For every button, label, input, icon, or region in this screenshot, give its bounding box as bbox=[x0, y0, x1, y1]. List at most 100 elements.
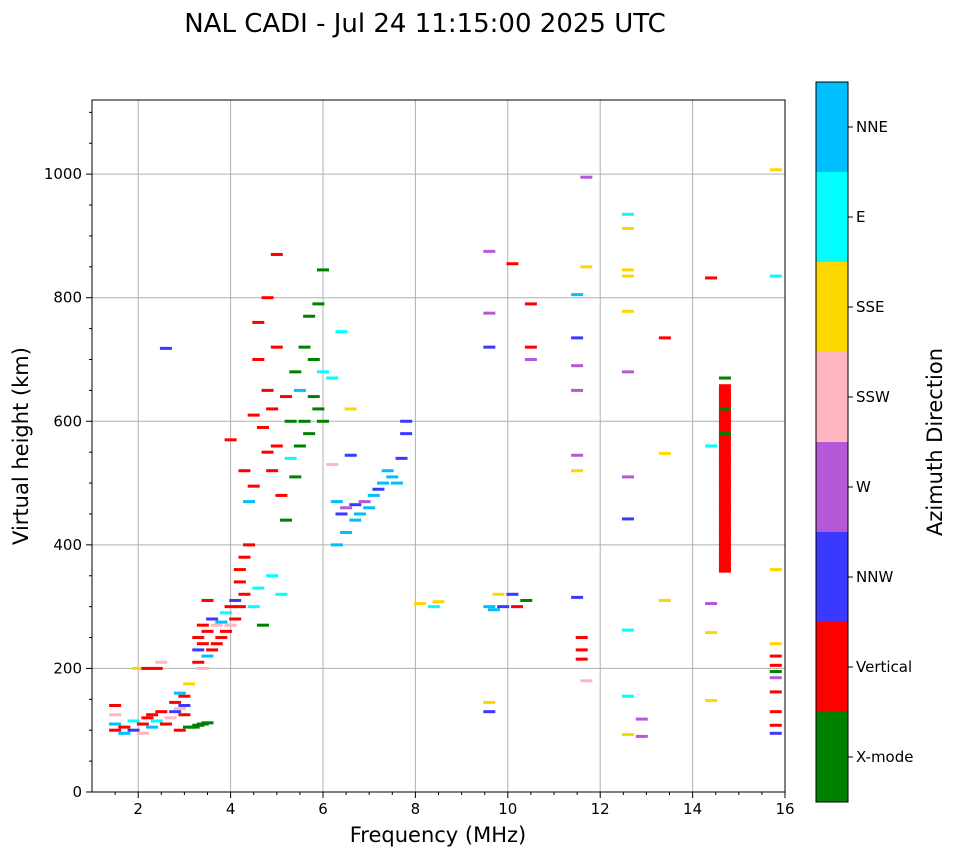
data-point bbox=[150, 666, 163, 670]
data-point bbox=[224, 605, 237, 609]
data-point bbox=[183, 682, 196, 686]
data-point bbox=[159, 346, 172, 350]
data-point bbox=[210, 642, 223, 646]
data-point bbox=[127, 719, 140, 723]
data-point bbox=[261, 450, 274, 454]
y-axis-label: Virtual height (km) bbox=[9, 347, 33, 545]
data-point bbox=[233, 580, 246, 584]
data-point bbox=[252, 586, 265, 590]
data-point bbox=[155, 710, 168, 714]
data-point bbox=[173, 691, 186, 695]
data-point bbox=[109, 713, 122, 717]
x-tick-label: 14 bbox=[683, 800, 702, 818]
data-point bbox=[155, 660, 168, 664]
grid-lines bbox=[92, 100, 786, 793]
data-point bbox=[243, 500, 256, 504]
data-point bbox=[427, 605, 440, 609]
data-point bbox=[571, 595, 584, 599]
data-point bbox=[173, 728, 186, 732]
data-point bbox=[580, 175, 593, 179]
data-point bbox=[635, 734, 648, 738]
data-point bbox=[705, 631, 718, 635]
data-point bbox=[326, 376, 339, 380]
data-point bbox=[146, 713, 159, 717]
colorbar-swatch bbox=[816, 172, 848, 262]
data-point bbox=[621, 694, 634, 698]
data-point bbox=[150, 719, 163, 723]
data-point bbox=[769, 654, 782, 658]
data-point bbox=[317, 419, 329, 423]
data-point bbox=[580, 679, 593, 683]
data-point bbox=[215, 620, 228, 624]
data-point bbox=[571, 364, 584, 368]
data-point bbox=[769, 663, 782, 667]
data-point bbox=[229, 617, 242, 621]
data-point bbox=[289, 475, 302, 479]
data-point bbox=[261, 388, 274, 392]
data-point bbox=[201, 629, 214, 633]
data-point bbox=[192, 648, 205, 652]
data-point bbox=[524, 345, 537, 349]
colorbar-label: E bbox=[856, 208, 865, 226]
y-tick-label: 800 bbox=[53, 289, 82, 307]
data-point bbox=[575, 657, 588, 661]
data-point bbox=[349, 503, 362, 507]
data-point bbox=[261, 296, 274, 300]
data-point bbox=[769, 568, 782, 572]
data-point bbox=[718, 376, 731, 380]
data-point bbox=[658, 598, 671, 602]
chart-title: NAL CADI - Jul 24 11:15:00 2025 UTC bbox=[184, 9, 666, 39]
data-point bbox=[621, 212, 634, 216]
data-point bbox=[280, 518, 293, 522]
data-point bbox=[658, 336, 671, 340]
data-point bbox=[386, 475, 399, 479]
data-point bbox=[621, 268, 634, 272]
colorbar-frame bbox=[815, 81, 849, 803]
data-point bbox=[270, 252, 283, 256]
data-point bbox=[705, 444, 718, 448]
data-point bbox=[487, 608, 500, 612]
data-point bbox=[718, 407, 731, 411]
y-tick-label: 0 bbox=[72, 783, 82, 801]
data-bar bbox=[718, 384, 731, 573]
colorbar-label: Vertical bbox=[856, 658, 912, 676]
data-point bbox=[718, 419, 731, 423]
data-point bbox=[266, 469, 279, 473]
data-point bbox=[621, 274, 634, 278]
data-point bbox=[483, 700, 496, 704]
data-point bbox=[201, 654, 214, 658]
data-point bbox=[621, 517, 634, 521]
data-point bbox=[769, 676, 782, 680]
data-point bbox=[511, 605, 524, 609]
data-point bbox=[483, 345, 496, 349]
x-axis-ticks: 2 4 6 8 10 12 14 16 bbox=[114, 792, 795, 818]
data-point bbox=[109, 722, 122, 726]
data-point bbox=[284, 419, 297, 423]
colorbar-label: SSW bbox=[856, 388, 890, 406]
data-point bbox=[718, 531, 731, 534]
data-point bbox=[621, 227, 634, 231]
data-point bbox=[317, 370, 329, 374]
colorbar-label: SSE bbox=[856, 298, 885, 316]
data-point bbox=[118, 725, 131, 729]
data-point bbox=[224, 623, 237, 627]
data-point bbox=[243, 543, 256, 547]
data-point bbox=[312, 302, 325, 306]
data-point bbox=[363, 506, 376, 510]
data-point bbox=[353, 512, 366, 516]
data-point bbox=[238, 555, 251, 559]
x-tick-label: 10 bbox=[498, 800, 517, 818]
y-tick-label: 600 bbox=[53, 412, 82, 430]
y-axis-ticks: 0 200 400 600 800 1000 bbox=[44, 111, 92, 801]
data-point bbox=[769, 690, 782, 694]
data-point bbox=[266, 407, 279, 411]
data-point bbox=[210, 623, 223, 627]
data-point bbox=[178, 713, 191, 717]
data-point bbox=[141, 716, 154, 720]
data-point bbox=[621, 628, 634, 632]
data-point bbox=[256, 425, 269, 429]
data-point bbox=[335, 330, 348, 334]
data-point bbox=[483, 710, 496, 714]
data-point bbox=[705, 602, 718, 606]
data-point bbox=[206, 617, 219, 621]
